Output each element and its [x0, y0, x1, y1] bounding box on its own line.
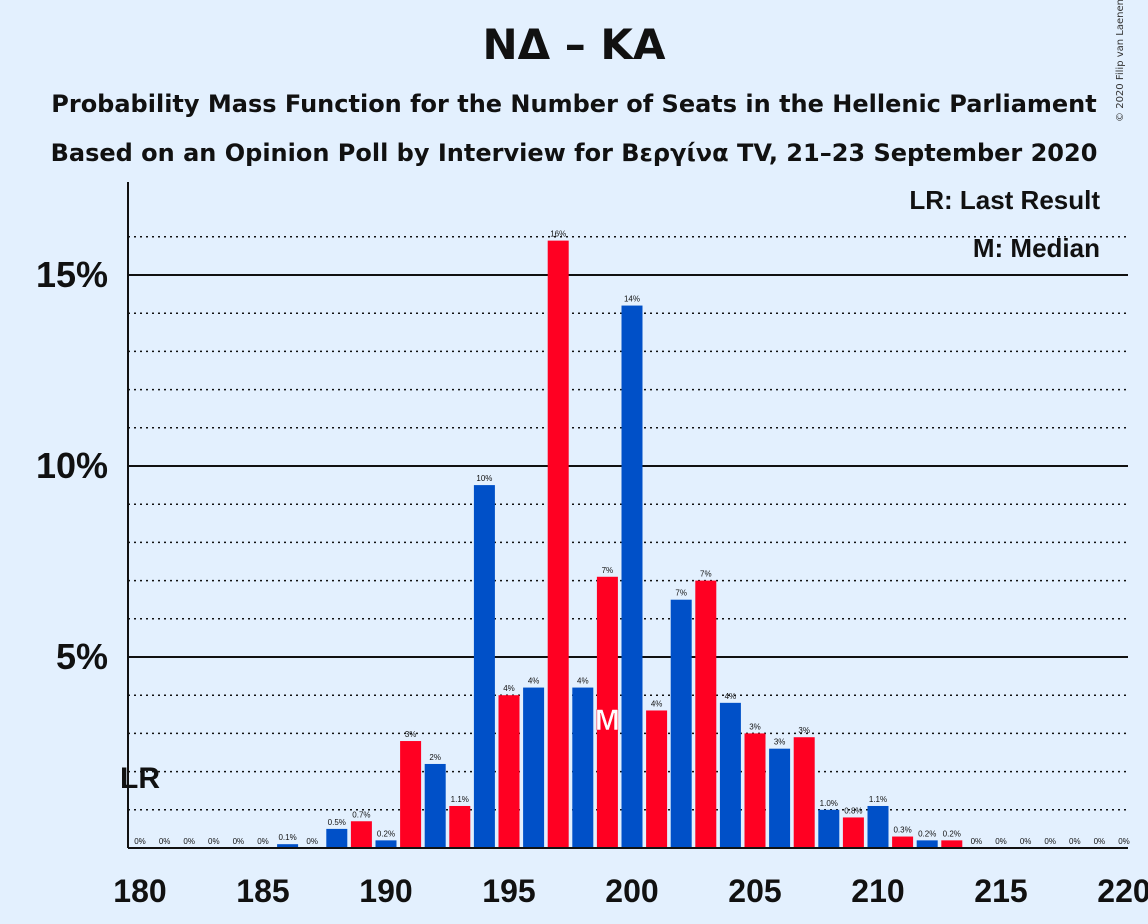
- bar-label-seat-198: 4%: [577, 677, 589, 686]
- bar-seat-186: [277, 844, 299, 848]
- bar-seat-201: [646, 710, 668, 848]
- bar-seat-192: [424, 763, 446, 848]
- bar-seat-196: [523, 687, 545, 848]
- bar-label-seat-218: 0%: [1069, 837, 1081, 846]
- bar-label-seat-216: 0%: [1020, 837, 1032, 846]
- bar-label-seat-190: 0.2%: [377, 829, 395, 838]
- bar-label-seat-208: 1.0%: [820, 799, 838, 808]
- chart-title: ΝΔ – ΚΑ: [482, 20, 666, 69]
- x-tick-label-190: 190: [359, 873, 412, 909]
- bar-label-seat-189: 0.7%: [352, 810, 370, 819]
- x-tick-label-205: 205: [728, 873, 781, 909]
- bar-label-seat-191: 3%: [405, 730, 417, 739]
- bar-label-seat-182: 0%: [183, 837, 195, 846]
- bar-seat-210: [867, 805, 889, 848]
- bar-label-seat-180: 0%: [134, 837, 146, 846]
- markers-group: LR M: [120, 704, 620, 795]
- bar-label-seat-186: 0.1%: [278, 833, 296, 842]
- y-tick-label-5: 5%: [56, 636, 108, 677]
- bar-seat-200: [621, 305, 643, 848]
- legend-last-result: LR: Last Result: [909, 185, 1100, 215]
- y-tick-label-15: 15%: [36, 254, 108, 295]
- bar-label-seat-184: 0%: [233, 837, 245, 846]
- chart-subtitle-2: Based on an Opinion Poll by Interview fo…: [50, 139, 1098, 167]
- bar-seat-197: [547, 240, 569, 848]
- bar-seat-205: [744, 733, 766, 848]
- bar-seat-204: [719, 702, 741, 848]
- bar-label-seat-192: 2%: [429, 753, 441, 762]
- bar-seat-209: [842, 817, 864, 848]
- bar-seat-207: [793, 737, 815, 848]
- bar-seat-206: [769, 748, 791, 848]
- bar-seat-203: [695, 580, 717, 848]
- bar-label-seat-194: 10%: [476, 474, 492, 483]
- bar-label-seat-219: 0%: [1094, 837, 1106, 846]
- bar-label-seat-193: 1.1%: [451, 795, 469, 804]
- bar-label-seat-207: 3%: [798, 726, 810, 735]
- bar-seat-195: [498, 695, 520, 848]
- bar-seat-188: [326, 828, 348, 848]
- axes-group: [127, 182, 1128, 849]
- bar-label-seat-212: 0.2%: [918, 829, 936, 838]
- y-tick-label-10: 10%: [36, 445, 108, 486]
- bar-label-seat-213: 0.2%: [943, 829, 961, 838]
- bar-seat-199: [596, 576, 618, 848]
- x-tick-label-180: 180: [113, 873, 166, 909]
- bar-label-seat-201: 4%: [651, 699, 663, 708]
- bar-label-seat-188: 0.5%: [328, 818, 346, 827]
- bar-label-seat-204: 4%: [725, 692, 737, 701]
- bar-seat-208: [818, 809, 840, 848]
- bar-seat-190: [375, 840, 397, 848]
- bar-seat-213: [941, 840, 963, 848]
- bar-label-seat-200: 14%: [624, 295, 640, 304]
- bar-label-seat-181: 0%: [159, 837, 171, 846]
- bar-label-seat-215: 0%: [995, 837, 1007, 846]
- bar-label-seat-195: 4%: [503, 684, 515, 693]
- bar-label-seat-183: 0%: [208, 837, 220, 846]
- x-tick-label-210: 210: [851, 873, 904, 909]
- bar-label-seat-197: 16%: [550, 230, 566, 239]
- median-marker: M: [595, 704, 620, 737]
- bar-seat-211: [892, 836, 914, 848]
- bar-seat-193: [449, 805, 471, 848]
- bar-seat-198: [572, 687, 594, 848]
- bar-label-seat-217: 0%: [1044, 837, 1056, 846]
- bar-label-seat-206: 3%: [774, 738, 786, 747]
- bars-group: [277, 240, 963, 848]
- legend-median: M: Median: [973, 233, 1100, 263]
- bar-label-seat-209: 0.8%: [844, 806, 862, 815]
- bar-seat-191: [400, 741, 422, 848]
- tick-labels-group: 180 185 190 195 200 205 210 215 220 5% 10% 15%: [36, 254, 1148, 909]
- x-tick-label-200: 200: [605, 873, 658, 909]
- bar-seat-189: [350, 821, 372, 848]
- bar-label-seat-210: 1.1%: [869, 795, 887, 804]
- bar-label-seat-214: 0%: [971, 837, 983, 846]
- chart-subtitle-1: Probability Mass Function for the Number…: [51, 90, 1097, 118]
- bar-seat-194: [473, 485, 495, 848]
- x-tick-label-215: 215: [974, 873, 1027, 909]
- bar-label-seat-199: 7%: [602, 566, 614, 575]
- last-result-marker: LR: [120, 762, 160, 795]
- bar-label-seat-196: 4%: [528, 677, 540, 686]
- bar-label-seat-203: 7%: [700, 570, 712, 579]
- x-tick-label-195: 195: [482, 873, 535, 909]
- bar-label-seat-220: 0%: [1118, 837, 1130, 846]
- bar-label-seat-185: 0%: [257, 837, 269, 846]
- bar-label-seat-211: 0.3%: [893, 826, 911, 835]
- bar-labels-group: 0% 0% 0% 0% 0% 0% 0.1% 0% 0.5% 0.7% 0.2% 3% 2% 1.1% 10…: [134, 230, 1130, 846]
- bar-label-seat-202: 7%: [675, 589, 687, 598]
- bar-label-seat-187: 0%: [306, 837, 318, 846]
- bar-label-seat-205: 3%: [749, 722, 761, 731]
- bar-seat-212: [916, 840, 938, 848]
- x-tick-label-220: 220: [1097, 873, 1148, 909]
- bar-seat-202: [670, 599, 692, 848]
- x-tick-label-185: 185: [236, 873, 289, 909]
